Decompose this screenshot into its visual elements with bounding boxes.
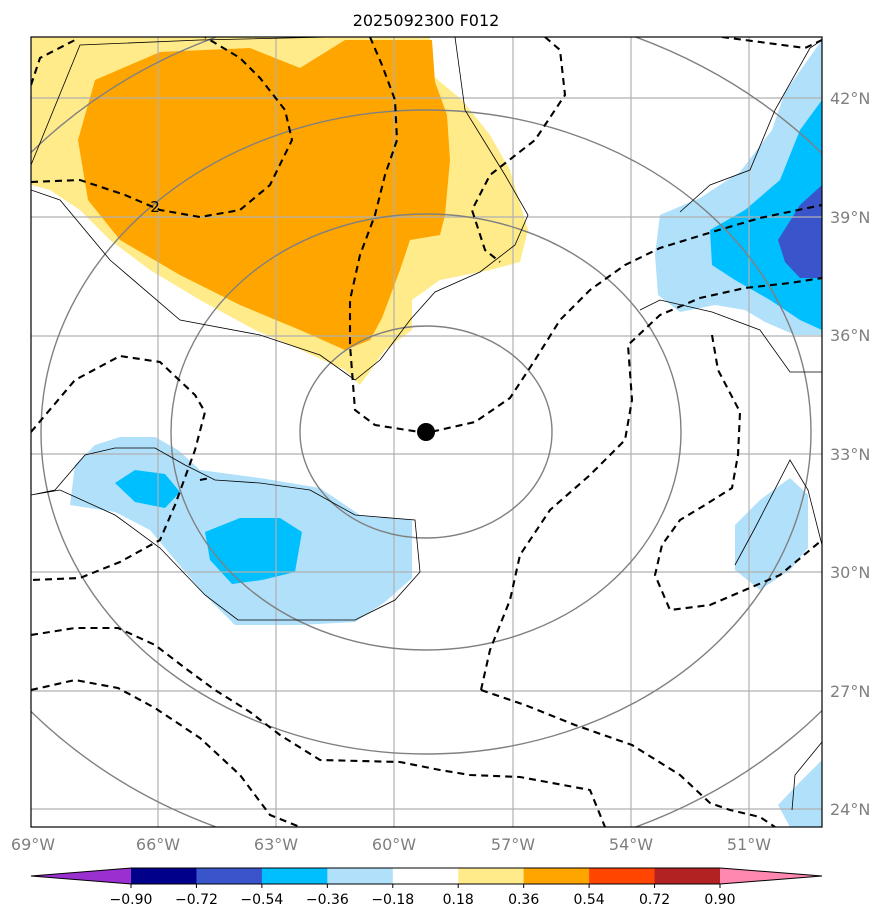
colorbar-tick-label: 0.18 — [443, 892, 474, 908]
colorbar-swatch — [458, 868, 525, 884]
lat-label: 39°N — [830, 208, 870, 227]
contour-label: 2 — [150, 198, 160, 216]
colorbar-tick-label: 0.36 — [508, 892, 539, 908]
lon-label: 60°W — [372, 835, 416, 854]
colorbar-swatch — [327, 868, 394, 884]
colorbar-tick-label: −0.18 — [371, 892, 414, 908]
map-area — [31, 37, 822, 827]
colorbar-tick-label: −0.54 — [240, 892, 283, 908]
plot-title: 2025092300 F012 — [353, 11, 500, 30]
lon-label: 57°W — [491, 835, 535, 854]
longitude-labels: 69°W 66°W 63°W 60°W 57°W 54°W 51°W — [11, 835, 771, 854]
colorbar-swatch — [523, 868, 590, 884]
colorbar-swatch — [196, 868, 263, 884]
colorbar-tick-label: −0.90 — [110, 892, 153, 908]
lat-label: 24°N — [830, 800, 870, 819]
lon-label: 69°W — [11, 835, 55, 854]
lat-label: 36°N — [830, 326, 870, 345]
lon-label: 54°W — [609, 835, 653, 854]
colorbar-swatch — [131, 868, 197, 884]
colorbar-extend-max — [720, 868, 822, 884]
colorbar-extend-min — [31, 868, 131, 884]
colorbar-tick-label: 0.72 — [639, 892, 670, 908]
colorbar-swatch — [654, 868, 721, 884]
negative-anomaly-se-light — [778, 760, 822, 827]
lon-label: 63°W — [254, 835, 298, 854]
colorbar-swatch — [392, 868, 459, 884]
latitude-labels: 42°N 39°N 36°N 33°N 30°N 27°N 24°N — [830, 89, 870, 819]
colorbar-tick-label: −0.72 — [175, 892, 218, 908]
negative-anomaly-east-light — [735, 478, 808, 590]
lon-label: 51°W — [727, 835, 771, 854]
lat-label: 33°N — [830, 445, 870, 464]
lon-label: 66°W — [136, 835, 180, 854]
negative-anomaly-west-mid-1 — [115, 470, 180, 508]
map-frame — [30, 36, 823, 828]
anomaly-outlines — [31, 37, 822, 811]
colorbar: −0.90 −0.72 −0.54 −0.36 −0.18 0.18 0.36 0.54 0.7… — [30, 867, 823, 908]
negative-anomaly-ne-mid — [710, 100, 822, 330]
colorbar-tick-label: 0.90 — [704, 892, 735, 908]
dashed-contours — [31, 37, 822, 827]
colorbar-swatch — [261, 868, 328, 884]
lat-label: 30°N — [830, 563, 870, 582]
lat-label: 27°N — [830, 682, 870, 701]
negative-anomaly-west-mid-2 — [205, 518, 302, 584]
lat-label: 42°N — [830, 89, 870, 108]
colorbar-swatch — [589, 868, 656, 884]
colorbar-tick-label: −0.36 — [306, 892, 349, 908]
storm-center-marker — [417, 423, 435, 441]
gridlines — [31, 37, 822, 827]
colorbar-tick-label: 0.54 — [574, 892, 605, 908]
range-rings — [31, 37, 822, 827]
